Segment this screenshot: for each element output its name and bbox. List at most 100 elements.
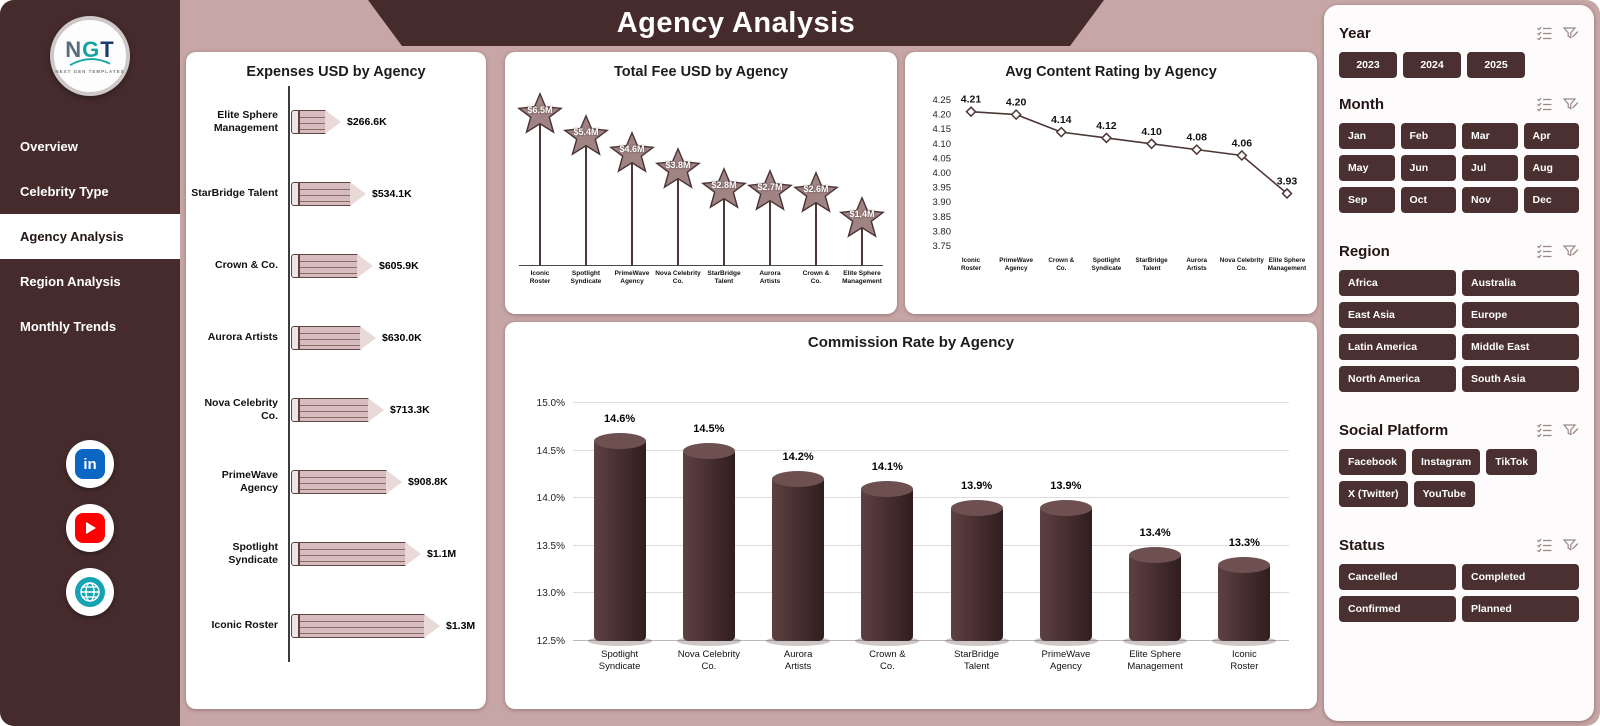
filter-option-dec[interactable]: Dec <box>1523 187 1579 213</box>
data-point[interactable] <box>1281 187 1293 200</box>
clear-filter-icon[interactable] <box>1562 537 1579 554</box>
cylinder-bar[interactable] <box>950 500 1003 641</box>
star-marker[interactable]: $4.6M <box>609 131 655 175</box>
multi-select-icon[interactable] <box>1536 243 1553 260</box>
sidebar-item-agency-analysis[interactable]: Agency Analysis <box>0 214 180 259</box>
star-marker[interactable]: $2.6M <box>793 171 839 215</box>
multi-select-icon[interactable] <box>1536 537 1553 554</box>
filter-option-instagram[interactable]: Instagram <box>1412 449 1481 475</box>
svg-text:4.06: 4.06 <box>1232 137 1253 149</box>
pencil-bar[interactable] <box>291 181 366 207</box>
lollipop-stem <box>769 201 771 266</box>
data-point[interactable] <box>1010 109 1022 121</box>
x-axis-line <box>519 264 883 266</box>
filter-option-africa[interactable]: Africa <box>1339 270 1456 296</box>
data-point[interactable] <box>1146 138 1158 150</box>
filter-option-confirmed[interactable]: Confirmed <box>1339 596 1456 622</box>
filter-option-australia[interactable]: Australia <box>1462 270 1579 296</box>
star-marker[interactable]: $2.8M <box>701 167 747 211</box>
filter-option-europe[interactable]: Europe <box>1462 302 1579 328</box>
cylinder-bar[interactable] <box>593 433 646 641</box>
filter-option-facebook[interactable]: Facebook <box>1339 449 1407 475</box>
filter-option-jan[interactable]: Jan <box>1339 123 1395 149</box>
cylinder-bar[interactable] <box>682 443 735 641</box>
rating-line-chart-wrap: 3.75 3.80 3.85 3.90 3.95 4.00 4.05 4.10 4.15 4.20… <box>909 80 1313 292</box>
filter-option-2025[interactable]: 2025 <box>1467 52 1525 78</box>
star-marker[interactable]: $2.7M <box>747 169 793 213</box>
sidebar-item-monthly-trends[interactable]: Monthly Trends <box>20 319 117 334</box>
pencil-tip <box>325 110 341 134</box>
filter-option-planned[interactable]: Planned <box>1462 596 1579 622</box>
filter-option-middle-east[interactable]: Middle East <box>1462 334 1579 360</box>
filter-option-completed[interactable]: Completed <box>1462 564 1579 590</box>
panel-expenses: Expenses USD by Agency Elite Sphere Mana… <box>186 52 486 709</box>
pencil-bar[interactable] <box>291 397 384 423</box>
sidebar-item-celebrity-type[interactable]: Celebrity Type <box>20 184 109 199</box>
youtube-link[interactable] <box>66 504 114 552</box>
filter-option-south-asia[interactable]: South Asia <box>1462 366 1579 392</box>
cylinder-bar[interactable] <box>772 471 825 641</box>
filter-option-feb[interactable]: Feb <box>1400 123 1456 149</box>
pencil-bar[interactable] <box>291 325 376 351</box>
cylinder-bar[interactable] <box>1218 557 1271 641</box>
filter-option-north-america[interactable]: North America <box>1339 366 1456 392</box>
filter-option-sep[interactable]: Sep <box>1339 187 1395 213</box>
pencil-bar[interactable] <box>291 541 421 567</box>
clear-filter-icon[interactable] <box>1562 243 1579 260</box>
filter-option-apr[interactable]: Apr <box>1523 123 1579 149</box>
data-point[interactable] <box>1055 126 1067 138</box>
svg-text:Syndicate: Syndicate <box>1092 265 1122 272</box>
clear-filter-icon[interactable] <box>1562 25 1579 42</box>
multi-select-icon[interactable] <box>1536 422 1553 439</box>
filter-option-x-twitter[interactable]: X (Twitter) <box>1339 481 1408 507</box>
filter-option-youtube[interactable]: YouTube <box>1413 481 1475 507</box>
filter-option-oct[interactable]: Oct <box>1400 187 1456 213</box>
filter-section-month: Month Jan Feb Mar Apr May Jun Jul Aug Sep Oct Nov De… <box>1339 96 1579 213</box>
sidebar-item-region-analysis[interactable]: Region Analysis <box>20 274 121 289</box>
filter-option-may[interactable]: May <box>1339 155 1395 181</box>
filter-header-icons <box>1536 537 1579 554</box>
svg-text:Agency: Agency <box>1005 265 1028 272</box>
cylinder-bar[interactable] <box>861 481 914 641</box>
multi-select-icon[interactable] <box>1536 25 1553 42</box>
data-point[interactable] <box>1100 132 1112 144</box>
data-point[interactable] <box>965 106 977 118</box>
linkedin-link[interactable]: in <box>66 440 114 488</box>
website-link[interactable] <box>66 568 114 616</box>
filter-option-tiktok[interactable]: TikTok <box>1486 449 1538 475</box>
svg-text:Aurora: Aurora <box>1186 257 1207 264</box>
svg-text:Artists: Artists <box>1187 265 1207 272</box>
filter-option-2023[interactable]: 2023 <box>1339 52 1397 78</box>
filter-option-jun[interactable]: Jun <box>1400 155 1456 181</box>
cylinder-bar[interactable] <box>1129 547 1182 641</box>
clear-filter-icon[interactable] <box>1562 96 1579 113</box>
star-marker[interactable]: $1.4M <box>839 196 885 240</box>
app-logo: NGT NEXT GEN TEMPLATES <box>50 16 130 96</box>
filter-option-latin-america[interactable]: Latin America <box>1339 334 1456 360</box>
pencil-bar[interactable] <box>291 253 373 279</box>
category-label: Crown & Co. <box>869 649 906 672</box>
sidebar-item-overview[interactable]: Overview <box>20 139 78 154</box>
filter-option-aug[interactable]: Aug <box>1523 155 1579 181</box>
filter-option-jul[interactable]: Jul <box>1462 155 1518 181</box>
filter-option-east-asia[interactable]: East Asia <box>1339 302 1456 328</box>
clear-filter-icon[interactable] <box>1562 422 1579 439</box>
pencil-bar[interactable] <box>291 613 440 639</box>
star-marker[interactable]: $3.8M <box>655 147 701 191</box>
filter-option-cancelled[interactable]: Cancelled <box>1339 564 1456 590</box>
filter-option-nov[interactable]: Nov <box>1462 187 1518 213</box>
pencil-eraser <box>291 254 300 278</box>
pencil-bar[interactable] <box>291 469 402 495</box>
data-point[interactable] <box>1191 144 1203 156</box>
pencil-bar[interactable] <box>291 109 341 135</box>
filter-option-mar[interactable]: Mar <box>1462 123 1518 149</box>
svg-text:4.20: 4.20 <box>1006 97 1027 109</box>
svg-text:4.20: 4.20 <box>933 110 952 121</box>
cylinder-bar[interactable] <box>1039 500 1092 641</box>
data-point[interactable] <box>1236 149 1248 162</box>
star-marker[interactable]: $5.4M <box>563 114 609 158</box>
filter-option-2024[interactable]: 2024 <box>1403 52 1461 78</box>
star-marker[interactable]: $6.5M <box>517 92 563 136</box>
multi-select-icon[interactable] <box>1536 96 1553 113</box>
pencil-body <box>300 326 361 350</box>
